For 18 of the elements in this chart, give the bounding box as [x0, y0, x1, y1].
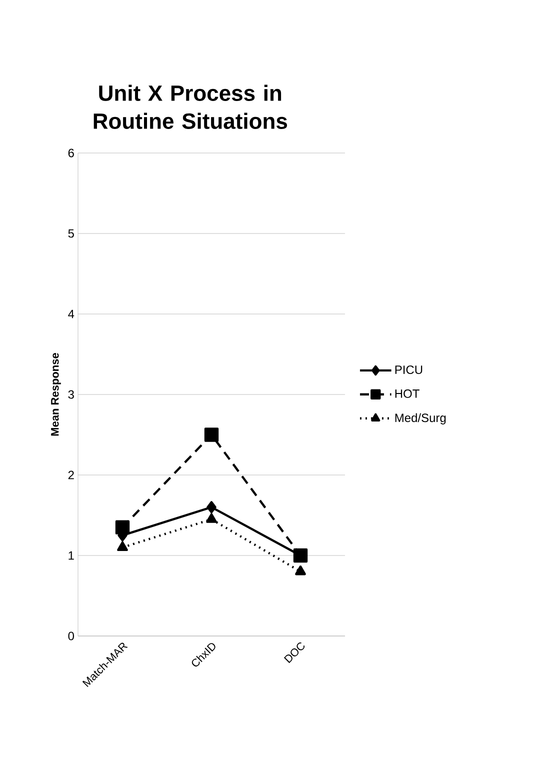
point [117, 541, 128, 552]
point [204, 428, 219, 442]
y-axis-title: Mean Response [51, 353, 61, 436]
point [206, 513, 217, 523]
point [206, 501, 216, 514]
y-tick-label: 6 [68, 148, 74, 158]
y-tick-label: 5 [68, 229, 74, 238]
y-tick-label: 3 [68, 390, 74, 399]
chart-title: Unit X Process in Routine Situations [94, 84, 288, 129]
y-tick-label: 1 [68, 551, 74, 560]
point [115, 520, 130, 534]
legend-label: HOT [395, 389, 420, 398]
y-tick-label: 0 [68, 632, 74, 640]
point [295, 565, 306, 576]
y-tick-label: 4 [68, 310, 74, 318]
y-tick-label: 2 [68, 470, 74, 480]
legend-label: Med/Surg [395, 413, 446, 424]
legend-label: PICU [395, 366, 422, 374]
